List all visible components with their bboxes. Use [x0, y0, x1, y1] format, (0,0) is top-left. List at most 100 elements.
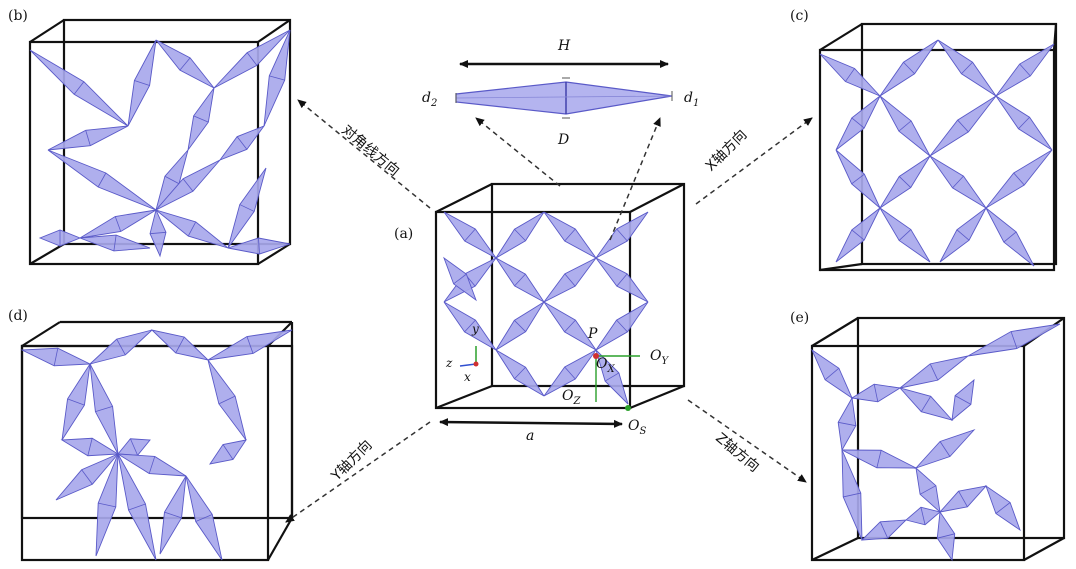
- strut-midline: [81, 469, 93, 485]
- strut-midline: [222, 444, 234, 460]
- strut-midline: [195, 514, 213, 522]
- strut-midline: [838, 421, 856, 427]
- strut-midline: [1003, 231, 1017, 243]
- panel-e-cube: [810, 316, 1066, 562]
- panel-b-cube: [28, 18, 292, 266]
- offset-z-label: OZ: [562, 388, 581, 407]
- lattice-a-arrow: [439, 418, 623, 428]
- strut-midline: [919, 485, 937, 495]
- strut-midline: [939, 441, 951, 457]
- strut-midline: [128, 503, 146, 511]
- strut-midline: [564, 366, 576, 380]
- strut-midline: [149, 231, 167, 235]
- strut-midline: [116, 338, 126, 356]
- strut-length-label: H: [558, 38, 571, 54]
- panel-d-cube: [20, 320, 294, 562]
- strut-midline: [564, 273, 576, 287]
- strut-diagram: [455, 60, 673, 119]
- strut-midline: [851, 173, 865, 185]
- strut-midline: [175, 336, 185, 354]
- strut-midline: [843, 492, 861, 498]
- strut-midline: [246, 52, 258, 66]
- strut-midline: [514, 228, 526, 242]
- strut-midline: [845, 68, 855, 82]
- panel-b-struts: [29, 29, 291, 258]
- strut-midline: [616, 228, 628, 242]
- strut-midline: [514, 273, 526, 287]
- panel-e-struts: [810, 323, 1061, 562]
- strut-midline: [148, 456, 156, 474]
- strut-midline: [937, 533, 955, 539]
- strut-midline: [616, 273, 628, 287]
- strut-midline: [258, 237, 260, 255]
- strut-midline: [1018, 116, 1030, 130]
- strut-midline: [164, 511, 182, 519]
- strut-midline: [957, 119, 969, 133]
- strut-midline: [616, 319, 628, 333]
- strut-midline: [87, 438, 93, 456]
- strut-midline: [958, 490, 968, 508]
- strut-midline: [97, 172, 107, 188]
- strut-midline: [1010, 331, 1018, 349]
- point-p-label: P: [588, 326, 598, 342]
- panel-a-struts: [443, 211, 649, 405]
- panel-label-e: (e): [790, 310, 810, 326]
- strut-midline: [954, 395, 972, 405]
- panel-label-c: (c): [790, 8, 809, 24]
- strut-midline: [113, 235, 117, 251]
- strut-midline: [269, 75, 285, 81]
- strut-midline: [898, 229, 912, 241]
- strut-midline: [187, 221, 197, 237]
- strut-midline: [824, 367, 840, 381]
- strut-midline: [920, 507, 926, 525]
- strut-midline: [604, 372, 620, 382]
- offset-y-label: OY: [650, 348, 669, 367]
- strut-midline: [514, 320, 526, 332]
- panel-c-cube: [818, 22, 1058, 272]
- strut-midline: [218, 395, 236, 405]
- strut-midline: [879, 521, 889, 539]
- strut-midline: [98, 502, 116, 508]
- strut-midline: [873, 384, 879, 402]
- axis-y-label: y: [472, 322, 479, 336]
- strut-midline: [920, 396, 932, 412]
- strut-midline: [514, 366, 526, 380]
- strut-midline: [851, 229, 865, 241]
- strut-end-diameter-2-label: d2: [422, 90, 438, 109]
- offset-vectors: [593, 353, 640, 411]
- panel-label-a: (a): [394, 226, 414, 242]
- panel-label-d: (d): [8, 308, 28, 324]
- axis-z-label: z: [446, 356, 453, 370]
- panel-c-struts: [819, 39, 1055, 267]
- strut-midline: [564, 319, 576, 333]
- panel-a-cube: [434, 182, 686, 411]
- strut-midline: [1013, 172, 1025, 186]
- strut-midline: [193, 115, 209, 123]
- offset-x-label: OX: [596, 356, 615, 375]
- panel-label-b: (b): [8, 8, 28, 24]
- panel-d-struts: [20, 329, 293, 561]
- strut-midline: [464, 319, 476, 333]
- strut-midline: [453, 273, 467, 285]
- strut-midline: [130, 438, 138, 456]
- direction-arrows: [285, 99, 813, 523]
- strut-midline: [1019, 63, 1031, 77]
- lattice-constant-label: a: [526, 428, 535, 444]
- strut-midline: [114, 216, 122, 232]
- strut-midline: [564, 228, 576, 242]
- strut-midline: [898, 120, 912, 132]
- strut-midline: [67, 398, 85, 406]
- strut-midline: [179, 57, 191, 71]
- strut-midline: [53, 348, 59, 366]
- strut-midline: [246, 336, 254, 354]
- strut-midline: [73, 81, 85, 95]
- strut-midline: [956, 229, 970, 241]
- strut-midline: [851, 117, 865, 129]
- strut-midline: [239, 204, 255, 212]
- strut-midline: [95, 405, 113, 413]
- axis-x-label: x: [464, 370, 471, 384]
- strut-midline: [134, 80, 150, 86]
- strut-midline: [876, 450, 882, 468]
- strut-midline: [929, 363, 939, 381]
